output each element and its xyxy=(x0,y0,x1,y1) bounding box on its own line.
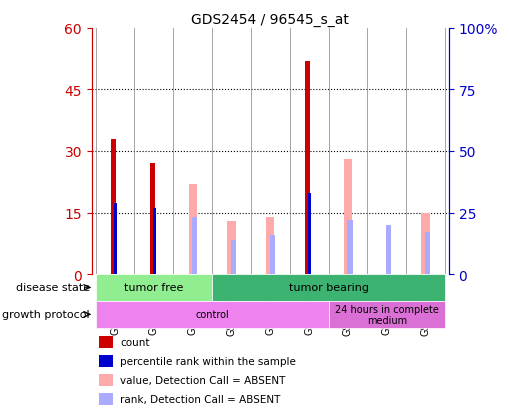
Bar xyxy=(420,213,429,274)
FancyBboxPatch shape xyxy=(96,274,212,301)
Text: tumor free: tumor free xyxy=(124,283,183,293)
Bar xyxy=(99,355,113,367)
Bar xyxy=(424,233,430,274)
Bar xyxy=(99,336,113,348)
Bar xyxy=(385,225,391,274)
Text: value, Detection Call = ABSENT: value, Detection Call = ABSENT xyxy=(120,375,285,385)
Bar xyxy=(227,221,235,274)
Bar xyxy=(153,208,156,274)
Bar xyxy=(308,193,310,274)
Text: disease state: disease state xyxy=(16,283,90,293)
Bar xyxy=(150,164,155,274)
Bar xyxy=(114,203,117,274)
Bar xyxy=(266,217,274,274)
Bar xyxy=(111,139,116,274)
Text: percentile rank within the sample: percentile rank within the sample xyxy=(120,356,296,366)
Text: growth protocol: growth protocol xyxy=(2,310,90,320)
Title: GDS2454 / 96545_s_at: GDS2454 / 96545_s_at xyxy=(191,12,349,26)
Bar xyxy=(99,393,113,406)
Bar xyxy=(191,218,197,274)
Text: 24 hours in complete
medium: 24 hours in complete medium xyxy=(334,304,438,325)
Bar xyxy=(343,160,351,274)
Text: count: count xyxy=(120,337,150,347)
FancyBboxPatch shape xyxy=(96,301,328,328)
Bar xyxy=(99,374,113,386)
Text: control: control xyxy=(195,310,229,320)
Bar xyxy=(347,221,352,274)
Bar xyxy=(231,240,236,274)
Bar xyxy=(305,62,309,274)
FancyBboxPatch shape xyxy=(212,274,444,301)
Text: rank, Detection Call = ABSENT: rank, Detection Call = ABSENT xyxy=(120,394,280,404)
FancyBboxPatch shape xyxy=(328,301,444,328)
Bar xyxy=(188,184,196,274)
Text: tumor bearing: tumor bearing xyxy=(288,283,368,293)
Bar xyxy=(269,235,274,274)
